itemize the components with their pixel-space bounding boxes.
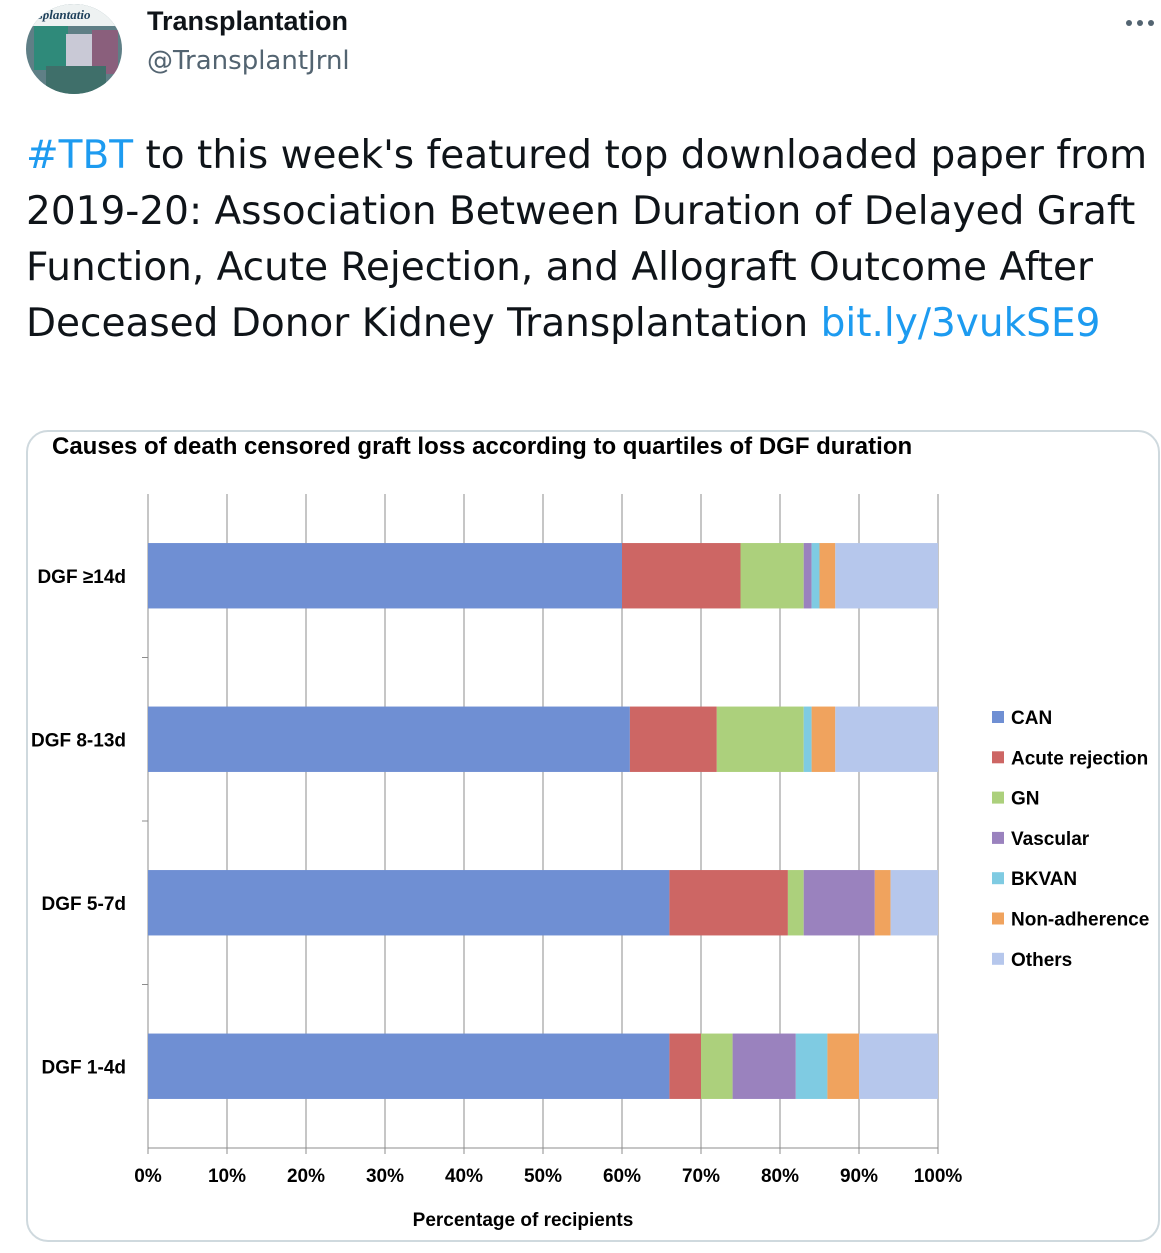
x-tick-label: 20% [287,1166,325,1187]
tweet-body: to this week's featured top downloaded p… [26,133,1148,346]
avatar-cover-1 [34,26,68,70]
legend-swatch [992,952,1004,965]
legend-label: GN [1011,789,1040,810]
x-tick-label: 90% [840,1166,878,1187]
avatar[interactable]: ansplantatio [26,4,122,94]
url-link[interactable]: bit.ly/3vukSE9 [820,301,1101,346]
more-dot [1137,20,1143,26]
bar-segment [819,543,836,609]
x-tick-label: 0% [134,1166,162,1187]
bar-segment [716,706,804,772]
more-horizontal-icon[interactable] [1122,12,1158,32]
legend-swatch [992,912,1004,925]
account-handle[interactable]: @TransplantJrnl [147,46,350,76]
bar-segment [148,706,630,772]
bar-segment [622,543,741,609]
x-tick-label: 100% [914,1166,963,1187]
legend-swatch [992,872,1004,885]
bar-segment [787,870,804,936]
bar-segment [835,543,938,609]
legend-label: CAN [1011,708,1052,729]
bar-segment [803,870,875,936]
legend-label: Others [1011,950,1072,971]
x-tick-label: 40% [445,1166,483,1187]
media-card[interactable]: Causes of death censored graft loss acco… [26,430,1160,1242]
y-category-label: DGF ≥14d [37,567,126,588]
bar-segment [148,870,670,936]
bar-segment [827,1033,859,1099]
legend-swatch [992,791,1004,804]
legend-label: Acute rejection [1011,748,1148,769]
bar-segment [835,706,938,772]
bar-segment [701,1033,733,1099]
chart-title: Causes of death censored graft loss acco… [52,433,912,460]
stacked-bar-chart: Causes of death censored graft loss acco… [31,433,1149,1231]
legend-label: BKVAN [1011,869,1077,890]
avatar-cover-4 [46,66,106,94]
bar-segment [890,870,938,936]
account-name[interactable]: Transplantation [147,6,349,36]
bar-segment [795,1033,828,1099]
y-category-label: DGF 1-4d [42,1057,126,1078]
x-tick-label: 10% [208,1166,246,1187]
bar-segment [148,1033,670,1099]
x-tick-label: 30% [366,1166,404,1187]
bar-segment [669,870,788,936]
legend-swatch [992,751,1004,764]
bar-segment [732,1033,796,1099]
x-tick-label: 50% [524,1166,562,1187]
bar-segment [874,870,891,936]
x-tick-label: 80% [761,1166,799,1187]
hashtag-link[interactable]: #TBT [26,133,134,178]
bar-segment [669,1033,701,1099]
bar-segment [859,1033,938,1099]
legend-label: Non-adherence [1011,910,1149,931]
x-tick-label: 70% [682,1166,720,1187]
more-dot [1148,20,1154,26]
y-category-label: DGF 8-13d [31,730,126,751]
avatar-masthead-text: ansplantatio [26,4,122,26]
more-dot [1126,20,1132,26]
legend-swatch [992,831,1004,844]
y-category-label: DGF 5-7d [42,894,126,915]
bar-segment [740,543,804,609]
bar-segment [811,706,836,772]
bar-segment [803,543,812,609]
bar-segment [629,706,717,772]
bar-segment [148,543,622,609]
x-tick-label: 60% [603,1166,641,1187]
legend-label: Vascular [1011,829,1090,850]
tweet-text: #TBT to this week's featured top downloa… [26,128,1156,352]
bar-segment [811,543,820,609]
bar-segment [803,706,812,772]
x-axis-label: Percentage of recipients [413,1210,634,1231]
legend-swatch [992,711,1004,723]
